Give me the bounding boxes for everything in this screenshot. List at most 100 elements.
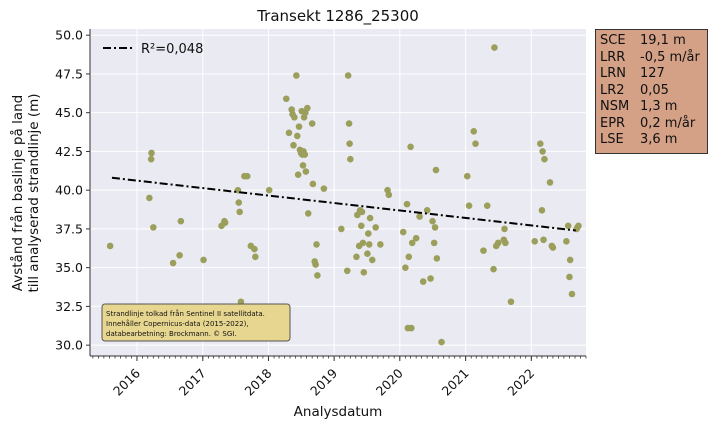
data-point [566,256,574,264]
data-point [299,162,307,169]
data-point [470,127,478,135]
data-point [301,151,309,158]
x-tick-label: 2019 [307,365,340,398]
data-point [148,149,155,157]
data-point [106,242,114,250]
data-point [465,202,473,209]
data-point [541,155,548,163]
data-point [405,253,413,261]
data-point [347,155,354,163]
grid [90,29,586,356]
data-point [566,273,573,281]
data-point [314,272,321,279]
data-point [291,114,298,121]
x-tick-label: 2016 [110,365,143,398]
data-point [343,267,351,275]
data-point [346,140,353,147]
data-point [290,141,297,149]
stat-value: -0,5 m/år [640,49,700,65]
data-point [501,225,508,233]
statistics-box: SCE 19,1 m LRR -0,5 m/år LRN 127 LR2 0,0… [595,29,708,154]
data-point [416,213,423,220]
y-tick-label: 35.0 [55,260,83,275]
stat-key: LRR [600,49,626,65]
credit-line-3: databearbetning: Brockmann. © SGI. [106,330,237,338]
data-points [106,44,582,346]
data-point [407,143,414,151]
data-point [564,222,572,230]
y-tick-label: 47.5 [55,66,83,81]
data-point [419,278,427,285]
data-point [358,208,366,216]
data-point [490,265,497,273]
data-point [507,298,515,306]
y-tick-label: 40.0 [55,183,83,198]
data-point [338,225,345,233]
data-point [357,222,365,230]
y-tick-label: 32.5 [55,299,83,314]
data-point [251,245,258,253]
data-point [304,104,311,112]
data-point [502,239,509,247]
plot-background [90,29,586,356]
stat-value: 0,05 [640,82,669,98]
x-tick-label: 2021 [439,366,472,399]
y-tick-label: 50.0 [55,28,83,43]
y-axis-ticks: 30.0 32.5 35.0 37.5 40.0 42.5 45.0 47.5 50.0 [55,28,90,353]
x-axis-label: Analysdatum [294,404,383,420]
data-point [540,236,547,244]
data-point [308,120,316,127]
stat-value: 0,2 m/år [640,115,696,131]
data-point [304,210,312,217]
data-point [237,298,245,306]
data-point [365,230,372,237]
data-point [563,238,570,245]
data-point [377,241,384,248]
stat-value: 1,3 m [640,99,678,114]
legend-label: R²=0,048 [141,42,203,57]
data-point [235,199,243,206]
data-point [200,256,207,264]
stat-value: 127 [640,66,665,81]
stat-value: 19,1 m [640,33,686,48]
data-point [295,123,303,130]
data-point [537,140,544,147]
data-point [423,207,431,214]
x-tick-label: 2017 [176,366,209,399]
data-point [221,219,229,227]
stat-value: 3,6 m [640,132,678,147]
credit-box-background [101,303,291,342]
data-point [360,269,368,276]
stat-key: NSM [600,99,630,114]
y-axis-label-line-2: till analyserad strandlinje (m) [26,93,42,292]
data-point [313,241,320,248]
data-point [368,256,376,264]
credit-box: Strandlinje tolkad från Sentinel II sate… [101,303,291,342]
data-point [285,129,293,137]
data-point [432,166,440,174]
data-point [344,72,352,79]
data-point [429,217,436,225]
data-point [150,224,157,231]
x-tick-label: 2022 [504,366,537,399]
data-point [575,222,582,230]
data-point [302,168,310,175]
stat-row-lrn: LRN 127 [600,66,703,83]
stat-row-epr: EPR 0,2 m/år [600,116,703,133]
data-point [293,132,301,140]
data-point [293,72,300,79]
stat-key: LSE [600,132,624,147]
x-tick-label: 2020 [373,365,406,398]
stat-key: SCE [600,33,626,48]
legend: R²=0,048 [103,42,203,57]
data-point [402,264,409,271]
trend-line [111,176,576,232]
stat-row-nsm: NSM 1,3 m [600,99,703,116]
data-point [312,261,319,268]
data-point [169,259,177,267]
credit-line-1: Strandlinje tolkad från Sentinel II sate… [106,309,265,318]
data-point [359,239,367,247]
data-point [491,44,498,51]
y-tick-label: 45.0 [55,105,83,120]
data-point [243,172,251,180]
